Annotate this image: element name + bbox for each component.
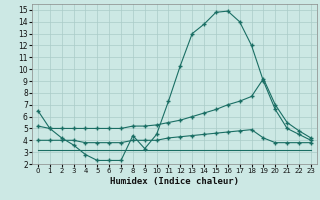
X-axis label: Humidex (Indice chaleur): Humidex (Indice chaleur) [110, 177, 239, 186]
